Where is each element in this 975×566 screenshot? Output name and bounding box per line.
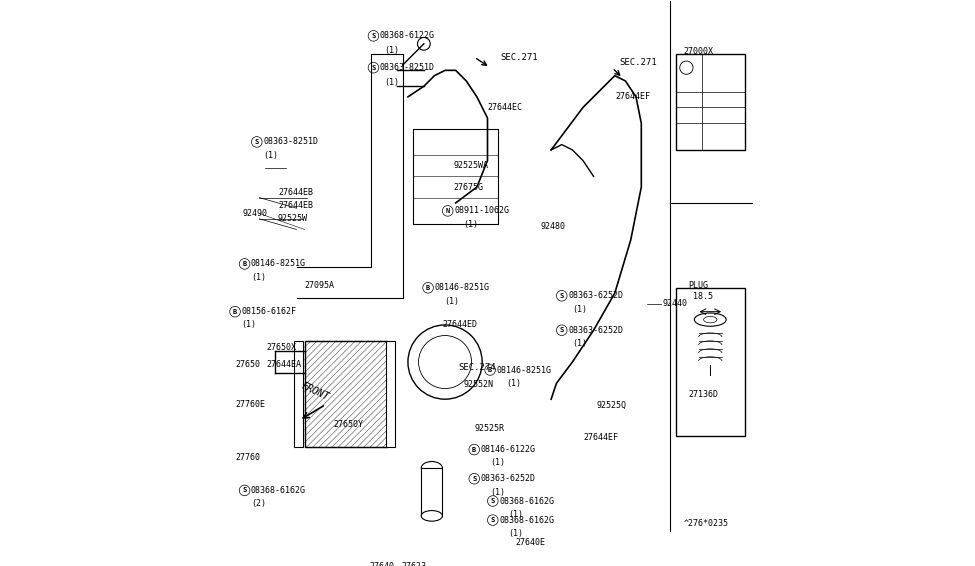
Text: 92440: 92440 bbox=[663, 299, 687, 308]
Text: S: S bbox=[490, 517, 495, 523]
Text: 27644EF: 27644EF bbox=[616, 92, 651, 101]
Text: 27760: 27760 bbox=[236, 453, 260, 462]
Bar bbox=[304, 341, 387, 447]
Text: 27640: 27640 bbox=[370, 562, 395, 566]
Text: (1): (1) bbox=[242, 320, 256, 329]
Text: 27623: 27623 bbox=[402, 562, 427, 566]
Text: (1): (1) bbox=[506, 379, 521, 388]
Text: (1): (1) bbox=[490, 458, 505, 468]
Text: 92480: 92480 bbox=[540, 222, 566, 231]
Text: 92490: 92490 bbox=[243, 209, 267, 218]
Text: 92525R: 92525R bbox=[474, 424, 504, 433]
Text: B: B bbox=[472, 447, 477, 453]
Bar bbox=[421, 468, 443, 516]
Text: 27644EA: 27644EA bbox=[266, 360, 301, 369]
Text: (1): (1) bbox=[509, 510, 524, 519]
Text: 27650X: 27650X bbox=[266, 342, 296, 351]
Text: (1): (1) bbox=[509, 529, 524, 538]
Text: S: S bbox=[560, 293, 564, 299]
Text: SEC.271: SEC.271 bbox=[501, 53, 538, 62]
Text: 08911-1062G: 08911-1062G bbox=[454, 207, 509, 216]
Text: B: B bbox=[488, 367, 492, 373]
Text: S: S bbox=[254, 139, 259, 145]
Text: 08368-6122G: 08368-6122G bbox=[380, 31, 435, 40]
Text: 08363-6252D: 08363-6252D bbox=[568, 326, 623, 335]
Text: S: S bbox=[371, 33, 375, 39]
Text: SEC.271: SEC.271 bbox=[619, 58, 657, 67]
Text: S: S bbox=[243, 487, 247, 494]
Text: 27644EB: 27644EB bbox=[278, 188, 313, 197]
Text: 18.5: 18.5 bbox=[693, 292, 713, 301]
Text: (1): (1) bbox=[464, 220, 479, 229]
Text: 92525WA: 92525WA bbox=[453, 161, 488, 170]
Text: (1): (1) bbox=[251, 273, 266, 282]
Text: 27640E: 27640E bbox=[515, 538, 545, 547]
Text: 27650: 27650 bbox=[236, 360, 260, 369]
Text: 08368-6162G: 08368-6162G bbox=[499, 496, 554, 505]
Text: S: S bbox=[490, 498, 495, 504]
Text: (1): (1) bbox=[490, 487, 505, 496]
Text: B: B bbox=[243, 261, 247, 267]
Text: (1): (1) bbox=[572, 305, 587, 314]
Text: 27644EB: 27644EB bbox=[278, 201, 313, 210]
Text: 08363-8251D: 08363-8251D bbox=[263, 138, 318, 147]
Text: 27760E: 27760E bbox=[236, 400, 265, 409]
Text: 08146-8251G: 08146-8251G bbox=[435, 284, 489, 292]
Ellipse shape bbox=[421, 461, 443, 475]
Text: 08156-6162F: 08156-6162F bbox=[242, 307, 296, 316]
Text: (1): (1) bbox=[263, 151, 278, 160]
Text: 27644EF: 27644EF bbox=[583, 433, 618, 442]
Text: FRONT: FRONT bbox=[299, 380, 331, 402]
Bar bbox=[293, 341, 303, 447]
Text: S: S bbox=[371, 65, 375, 71]
Text: PLUG: PLUG bbox=[688, 281, 708, 290]
Text: 27650Y: 27650Y bbox=[333, 420, 364, 429]
Text: 92525W: 92525W bbox=[278, 215, 308, 224]
Text: S: S bbox=[472, 476, 477, 482]
Text: 27000X: 27000X bbox=[683, 48, 714, 56]
Text: 08146-8251G: 08146-8251G bbox=[496, 366, 552, 375]
Text: (1): (1) bbox=[444, 297, 459, 306]
Text: SEC.274: SEC.274 bbox=[458, 363, 496, 372]
Text: 08146-8251G: 08146-8251G bbox=[251, 259, 306, 268]
Bar bbox=[386, 341, 395, 447]
Ellipse shape bbox=[421, 511, 443, 521]
FancyBboxPatch shape bbox=[413, 128, 498, 224]
Text: S: S bbox=[560, 327, 564, 333]
Bar bbox=[676, 288, 745, 436]
Text: 27136D: 27136D bbox=[688, 391, 718, 400]
Text: 92552N: 92552N bbox=[464, 380, 493, 389]
Text: ^276*0235: ^276*0235 bbox=[683, 518, 728, 528]
Text: 08363-6252D: 08363-6252D bbox=[568, 291, 623, 300]
Text: (1): (1) bbox=[384, 78, 399, 87]
Text: B: B bbox=[233, 308, 237, 315]
Text: N: N bbox=[446, 208, 449, 214]
Text: 92525Q: 92525Q bbox=[597, 401, 626, 410]
Text: 08363-6252D: 08363-6252D bbox=[481, 474, 535, 483]
Text: 27644EC: 27644EC bbox=[488, 103, 523, 112]
Text: 08368-6162G: 08368-6162G bbox=[251, 486, 306, 495]
Text: 27675G: 27675G bbox=[453, 182, 483, 191]
Text: 27644ED: 27644ED bbox=[443, 320, 478, 329]
Text: (1): (1) bbox=[572, 339, 587, 348]
Text: B: B bbox=[426, 285, 430, 291]
Text: 08368-6162G: 08368-6162G bbox=[499, 516, 554, 525]
Text: (1): (1) bbox=[384, 46, 399, 55]
Bar bbox=[676, 54, 745, 150]
Text: 27095A: 27095A bbox=[304, 281, 334, 290]
Text: (2): (2) bbox=[251, 499, 266, 508]
Text: 08363-8251D: 08363-8251D bbox=[380, 63, 435, 72]
Text: 08146-6122G: 08146-6122G bbox=[481, 445, 535, 454]
